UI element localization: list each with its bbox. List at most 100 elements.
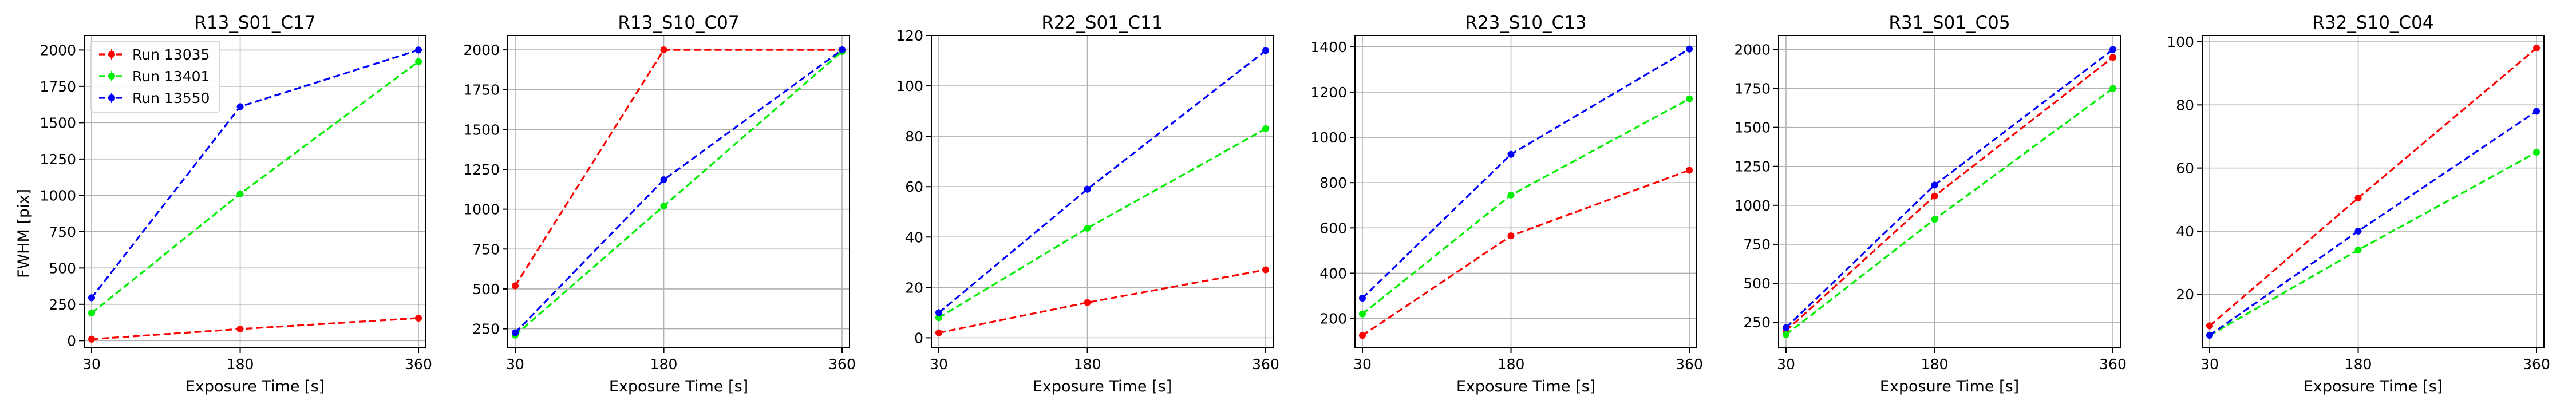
data-point (1262, 266, 1270, 274)
data-point (660, 176, 667, 184)
y-tick-label: 500 (49, 260, 76, 276)
y-tick-label: 200 (1319, 311, 1347, 327)
data-point (935, 314, 942, 322)
legend-label: Run 13035 (132, 46, 210, 63)
subplot-title: R31_S01_C05 (1888, 13, 2010, 33)
plot-frame (1354, 35, 1697, 348)
data-point (1084, 299, 1091, 306)
y-tick-label: 2000 (463, 42, 500, 58)
data-point (2354, 227, 2362, 235)
y-tick-label: 0 (914, 330, 923, 346)
y-tick-label: 250 (1743, 314, 1771, 331)
series-line (938, 50, 1266, 314)
x-tick-label: 360 (1252, 356, 1279, 373)
legend-box (90, 41, 220, 113)
y-tick-label: 1750 (463, 82, 500, 98)
y-axis-label: FWHM [pix] (15, 189, 33, 278)
y-tick-label: 1000 (39, 187, 76, 204)
data-point (2354, 247, 2362, 254)
x-tick-label: 360 (405, 356, 432, 373)
data-point (2354, 195, 2362, 202)
data-point (2109, 46, 2117, 53)
data-point (1507, 150, 1515, 158)
data-point (660, 203, 667, 210)
series-line (1785, 49, 2113, 328)
plot-frame (2202, 35, 2545, 348)
y-tick-label: 0 (67, 332, 76, 349)
legend-marker (108, 51, 115, 58)
data-point (2533, 45, 2541, 52)
x-tick-label: 180 (1498, 356, 1525, 373)
series-line (1361, 98, 1690, 315)
y-tick-label: 80 (905, 128, 923, 145)
data-point (2109, 85, 2117, 92)
y-tick-label: 1250 (39, 151, 76, 168)
plot-frame (1778, 35, 2121, 348)
x-tick-label: 180 (227, 356, 254, 373)
y-tick-label: 20 (2176, 286, 2194, 303)
data-point (1931, 181, 1938, 189)
x-tick-label: 30 (1777, 356, 1795, 373)
x-tick-label: 30 (506, 356, 524, 373)
y-tick-label: 1200 (1310, 84, 1347, 101)
legend-marker (108, 73, 115, 80)
x-tick-label: 30 (930, 356, 948, 373)
y-tick-label: 1500 (39, 114, 76, 131)
y-tick-label: 80 (2176, 97, 2194, 113)
subplot-title: R13_S01_C17 (194, 13, 315, 33)
data-point (1358, 294, 1366, 302)
subplot-title: R32_S10_C04 (2312, 13, 2433, 33)
x-tick-label: 30 (82, 356, 101, 373)
legend-label: Run 13550 (132, 90, 210, 106)
series-line (91, 317, 419, 340)
y-tick-label: 100 (2167, 34, 2194, 50)
subplot-title: R22_S01_C11 (1041, 13, 1163, 33)
y-tick-label: 250 (49, 296, 76, 313)
y-tick-label: 20 (905, 279, 923, 296)
x-tick-label: 180 (650, 356, 678, 373)
y-tick-label: 750 (49, 224, 76, 240)
data-point (2206, 322, 2213, 330)
y-tick-label: 500 (1743, 275, 1771, 292)
y-tick-label: 60 (2176, 160, 2194, 177)
data-point (1358, 310, 1366, 318)
y-tick-label: 100 (896, 78, 923, 94)
series-line (1361, 48, 1690, 299)
y-tick-label: 40 (905, 229, 923, 245)
x-tick-label: 360 (828, 356, 856, 373)
x-tick-label: 180 (1074, 356, 1101, 373)
y-tick-label: 1500 (463, 121, 500, 138)
data-point (1084, 185, 1091, 193)
data-point (511, 329, 519, 336)
data-point (935, 309, 942, 316)
data-point (1507, 191, 1515, 199)
legend: Run 13035 Run 13401 Run 13550 (90, 41, 220, 113)
series-line (938, 128, 1266, 319)
series-line (1362, 169, 1690, 336)
y-tick-label: 1250 (1734, 159, 1771, 175)
x-axis-label: Exposure Time [s] (1456, 378, 1595, 395)
data-point (511, 282, 519, 290)
y-tick-label: 1000 (1310, 129, 1347, 146)
data-point (236, 103, 244, 110)
series-line (514, 50, 843, 336)
data-point (1931, 192, 1938, 200)
x-tick-label: 180 (2345, 356, 2372, 373)
x-tick-label: 360 (1676, 356, 1703, 373)
x-axis-label: Exposure Time [s] (1033, 378, 1172, 395)
data-point (1262, 125, 1270, 132)
y-tick-label: 1000 (463, 201, 500, 218)
x-axis-label: Exposure Time [s] (185, 378, 325, 395)
subplot-5: 30 180 360 250 500 750 1000 1250 1500 1750 2000 R31… (1734, 13, 2127, 395)
series-line (1785, 88, 2113, 336)
data-point (1507, 232, 1515, 240)
series-line (2208, 47, 2538, 327)
data-point (1686, 45, 1693, 53)
y-tick-label: 60 (905, 179, 923, 195)
plot-frame (84, 35, 426, 348)
y-tick-label: 2000 (39, 42, 76, 58)
data-point (1358, 332, 1366, 339)
y-tick-label: 1000 (1734, 197, 1771, 214)
data-point (1262, 47, 1270, 54)
